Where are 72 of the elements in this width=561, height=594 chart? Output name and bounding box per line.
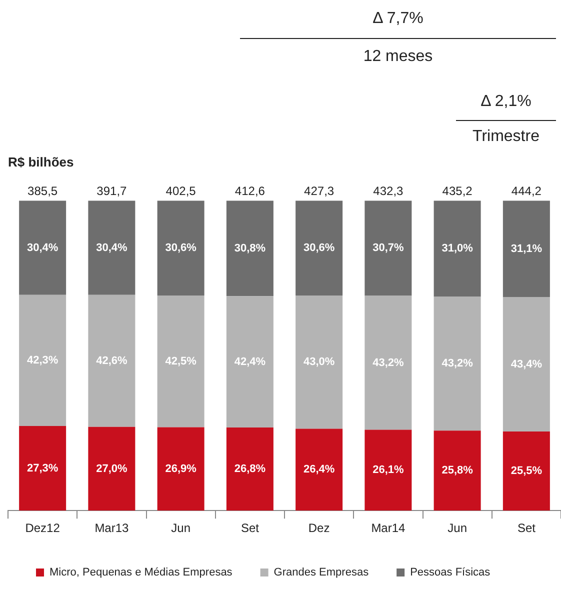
- data-label: 31,1%: [510, 242, 542, 255]
- text: 402,5: [166, 184, 196, 198]
- data-label: 42,6%: [96, 354, 128, 367]
- data-label: 43,2%: [372, 356, 404, 369]
- bar: [296, 428, 343, 511]
- bar: [434, 200, 481, 297]
- bar: [434, 296, 481, 431]
- legend-label: Micro, Pequenas e Médias Empresas: [50, 566, 233, 579]
- text: 391,7: [96, 184, 128, 198]
- text: Trimestre: [472, 128, 540, 146]
- data-label: 30,6%: [303, 242, 335, 254]
- data-label: 26,9%: [165, 462, 197, 475]
- bar: [19, 426, 66, 511]
- data-label: 30,4%: [26, 242, 58, 254]
- bar: [19, 294, 66, 426]
- text: 432,3: [373, 184, 404, 198]
- bar: [157, 427, 204, 511]
- text: 427,3: [304, 184, 334, 198]
- text: 385,5: [28, 184, 58, 198]
- data-label: 30,7%: [372, 242, 404, 254]
- chart-title: R$ bilhões: [8, 154, 74, 170]
- bar: [88, 294, 136, 427]
- legend-label: Pessoas Físicas: [410, 566, 491, 579]
- bar: [226, 296, 274, 428]
- text: 444,2: [511, 184, 542, 198]
- text: 435,2: [442, 184, 473, 198]
- x-tick-label: Jun: [448, 521, 467, 536]
- bar: [502, 297, 550, 432]
- bar: [364, 200, 412, 296]
- data-label: 25,8%: [442, 464, 474, 477]
- bar: [364, 296, 412, 430]
- text: 412,6: [234, 184, 266, 198]
- data-label: 26,8%: [234, 463, 266, 476]
- legend-label: Grandes Empresas: [274, 566, 370, 579]
- bar: [157, 295, 204, 428]
- data-label: 26,4%: [303, 464, 335, 476]
- bar: [226, 428, 274, 511]
- data-label: 27,0%: [96, 462, 128, 475]
- x-tick-label: Jun: [171, 521, 190, 536]
- bar: [88, 426, 136, 511]
- x-tick-label: Set: [517, 521, 536, 536]
- bar: [296, 200, 343, 296]
- data-label: 42,5%: [165, 355, 197, 368]
- data-label: 27,3%: [26, 462, 58, 474]
- data-label: 30,8%: [234, 242, 266, 254]
- data-label: 30,4%: [96, 242, 128, 254]
- x-tick-label: Dez12: [25, 521, 60, 536]
- data-label: 42,4%: [234, 356, 266, 368]
- data-label: 43,2%: [442, 358, 474, 370]
- text: 12 meses: [362, 48, 434, 66]
- bar: [502, 200, 550, 298]
- bar: [364, 430, 412, 511]
- bar: [434, 430, 481, 511]
- x-tick-label: Mar14: [371, 521, 406, 536]
- text: Δ 7,7%: [372, 10, 424, 28]
- bar: [157, 200, 204, 296]
- data-label: 42,3%: [26, 354, 58, 366]
- x-tick-label: Mar13: [94, 521, 130, 536]
- data-label: 25,5%: [510, 465, 542, 478]
- bar: [502, 432, 550, 511]
- data-label: 26,1%: [372, 464, 404, 476]
- bar: [296, 295, 343, 429]
- data-label: 43,0%: [303, 356, 335, 368]
- data-label: 43,4%: [510, 358, 542, 370]
- data-label: 30,6%: [165, 242, 197, 254]
- data-label: 31,0%: [442, 242, 474, 255]
- bar: [88, 200, 136, 295]
- bar: [226, 200, 274, 296]
- bar: [19, 200, 66, 295]
- x-tick-label: Set: [240, 521, 260, 536]
- text: Δ 2,1%: [480, 93, 532, 111]
- x-tick-label: Dez: [308, 521, 330, 536]
